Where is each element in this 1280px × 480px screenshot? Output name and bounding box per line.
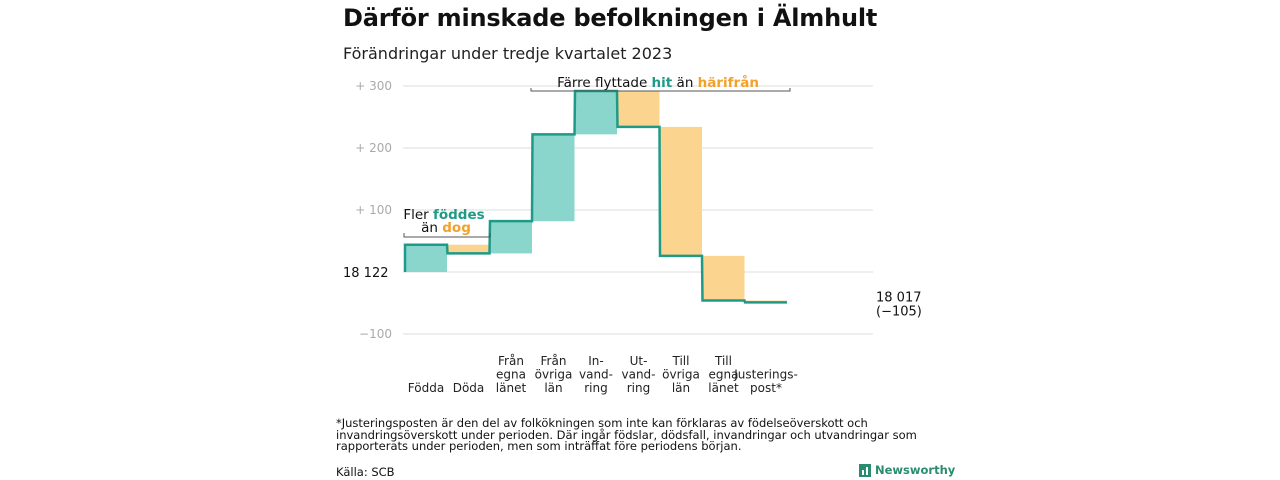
brand-logo: Newsworthy [859, 463, 955, 477]
category-label: Från [498, 354, 524, 368]
brand-name: Newsworthy [875, 463, 956, 477]
bar [405, 244, 447, 272]
category-label: egna [496, 368, 526, 382]
end-change-label: (−105) [876, 304, 922, 319]
y-tick-label: −100 [359, 327, 392, 341]
category-label: länet [708, 381, 739, 395]
start-value-label: 18 122 [343, 266, 389, 281]
footnote: *Justeringsposten är den del av folkökni… [336, 416, 917, 453]
bar [490, 221, 532, 254]
end-value-label: 18 017 [876, 290, 922, 305]
category-label: Ut- [630, 354, 648, 368]
annotation-births-bracket [403, 233, 491, 238]
bar [447, 244, 490, 254]
category-label: ring [584, 381, 608, 395]
category-label: post* [750, 381, 782, 395]
chart-subtitle: Förändringar under tredje kvartalet 2023 [343, 44, 673, 63]
category-label: ring [627, 381, 651, 395]
bar [532, 134, 575, 222]
category-label: Till [672, 354, 690, 368]
bar [660, 126, 702, 256]
y-tick-label: + 200 [355, 141, 392, 155]
category-label: Döda [453, 381, 485, 395]
bar [702, 255, 745, 301]
annotation-births-line1: Fler föddes [403, 207, 484, 223]
category-label: vand- [579, 368, 613, 382]
annotation-migration: Färre flyttade hit än härifrån [557, 74, 759, 91]
annotation-migration-bracket [530, 88, 791, 92]
category-label: län [544, 381, 562, 395]
bar [575, 90, 617, 135]
category-label: övriga [535, 368, 573, 382]
category-label: Till [714, 354, 732, 368]
annotation-births-line2: än dog [421, 220, 471, 236]
category-label: egna [709, 368, 739, 382]
y-tick-label: + 100 [355, 203, 392, 217]
category-label: län [672, 381, 690, 395]
category-label: In- [588, 354, 603, 368]
category-label: Justerings- [733, 368, 798, 382]
chart-title: Därför minskade befolkningen i Älmhult [343, 4, 878, 32]
category-label: Från [541, 354, 567, 368]
category-label: länet [496, 381, 527, 395]
source-label: Källa: SCB [336, 465, 395, 479]
category-label: vand- [621, 368, 655, 382]
bar [617, 90, 660, 127]
y-tick-label: + 300 [355, 79, 392, 93]
newsworthy-icon [859, 463, 871, 477]
category-label: övriga [662, 368, 700, 382]
category-label: Födda [408, 381, 444, 395]
